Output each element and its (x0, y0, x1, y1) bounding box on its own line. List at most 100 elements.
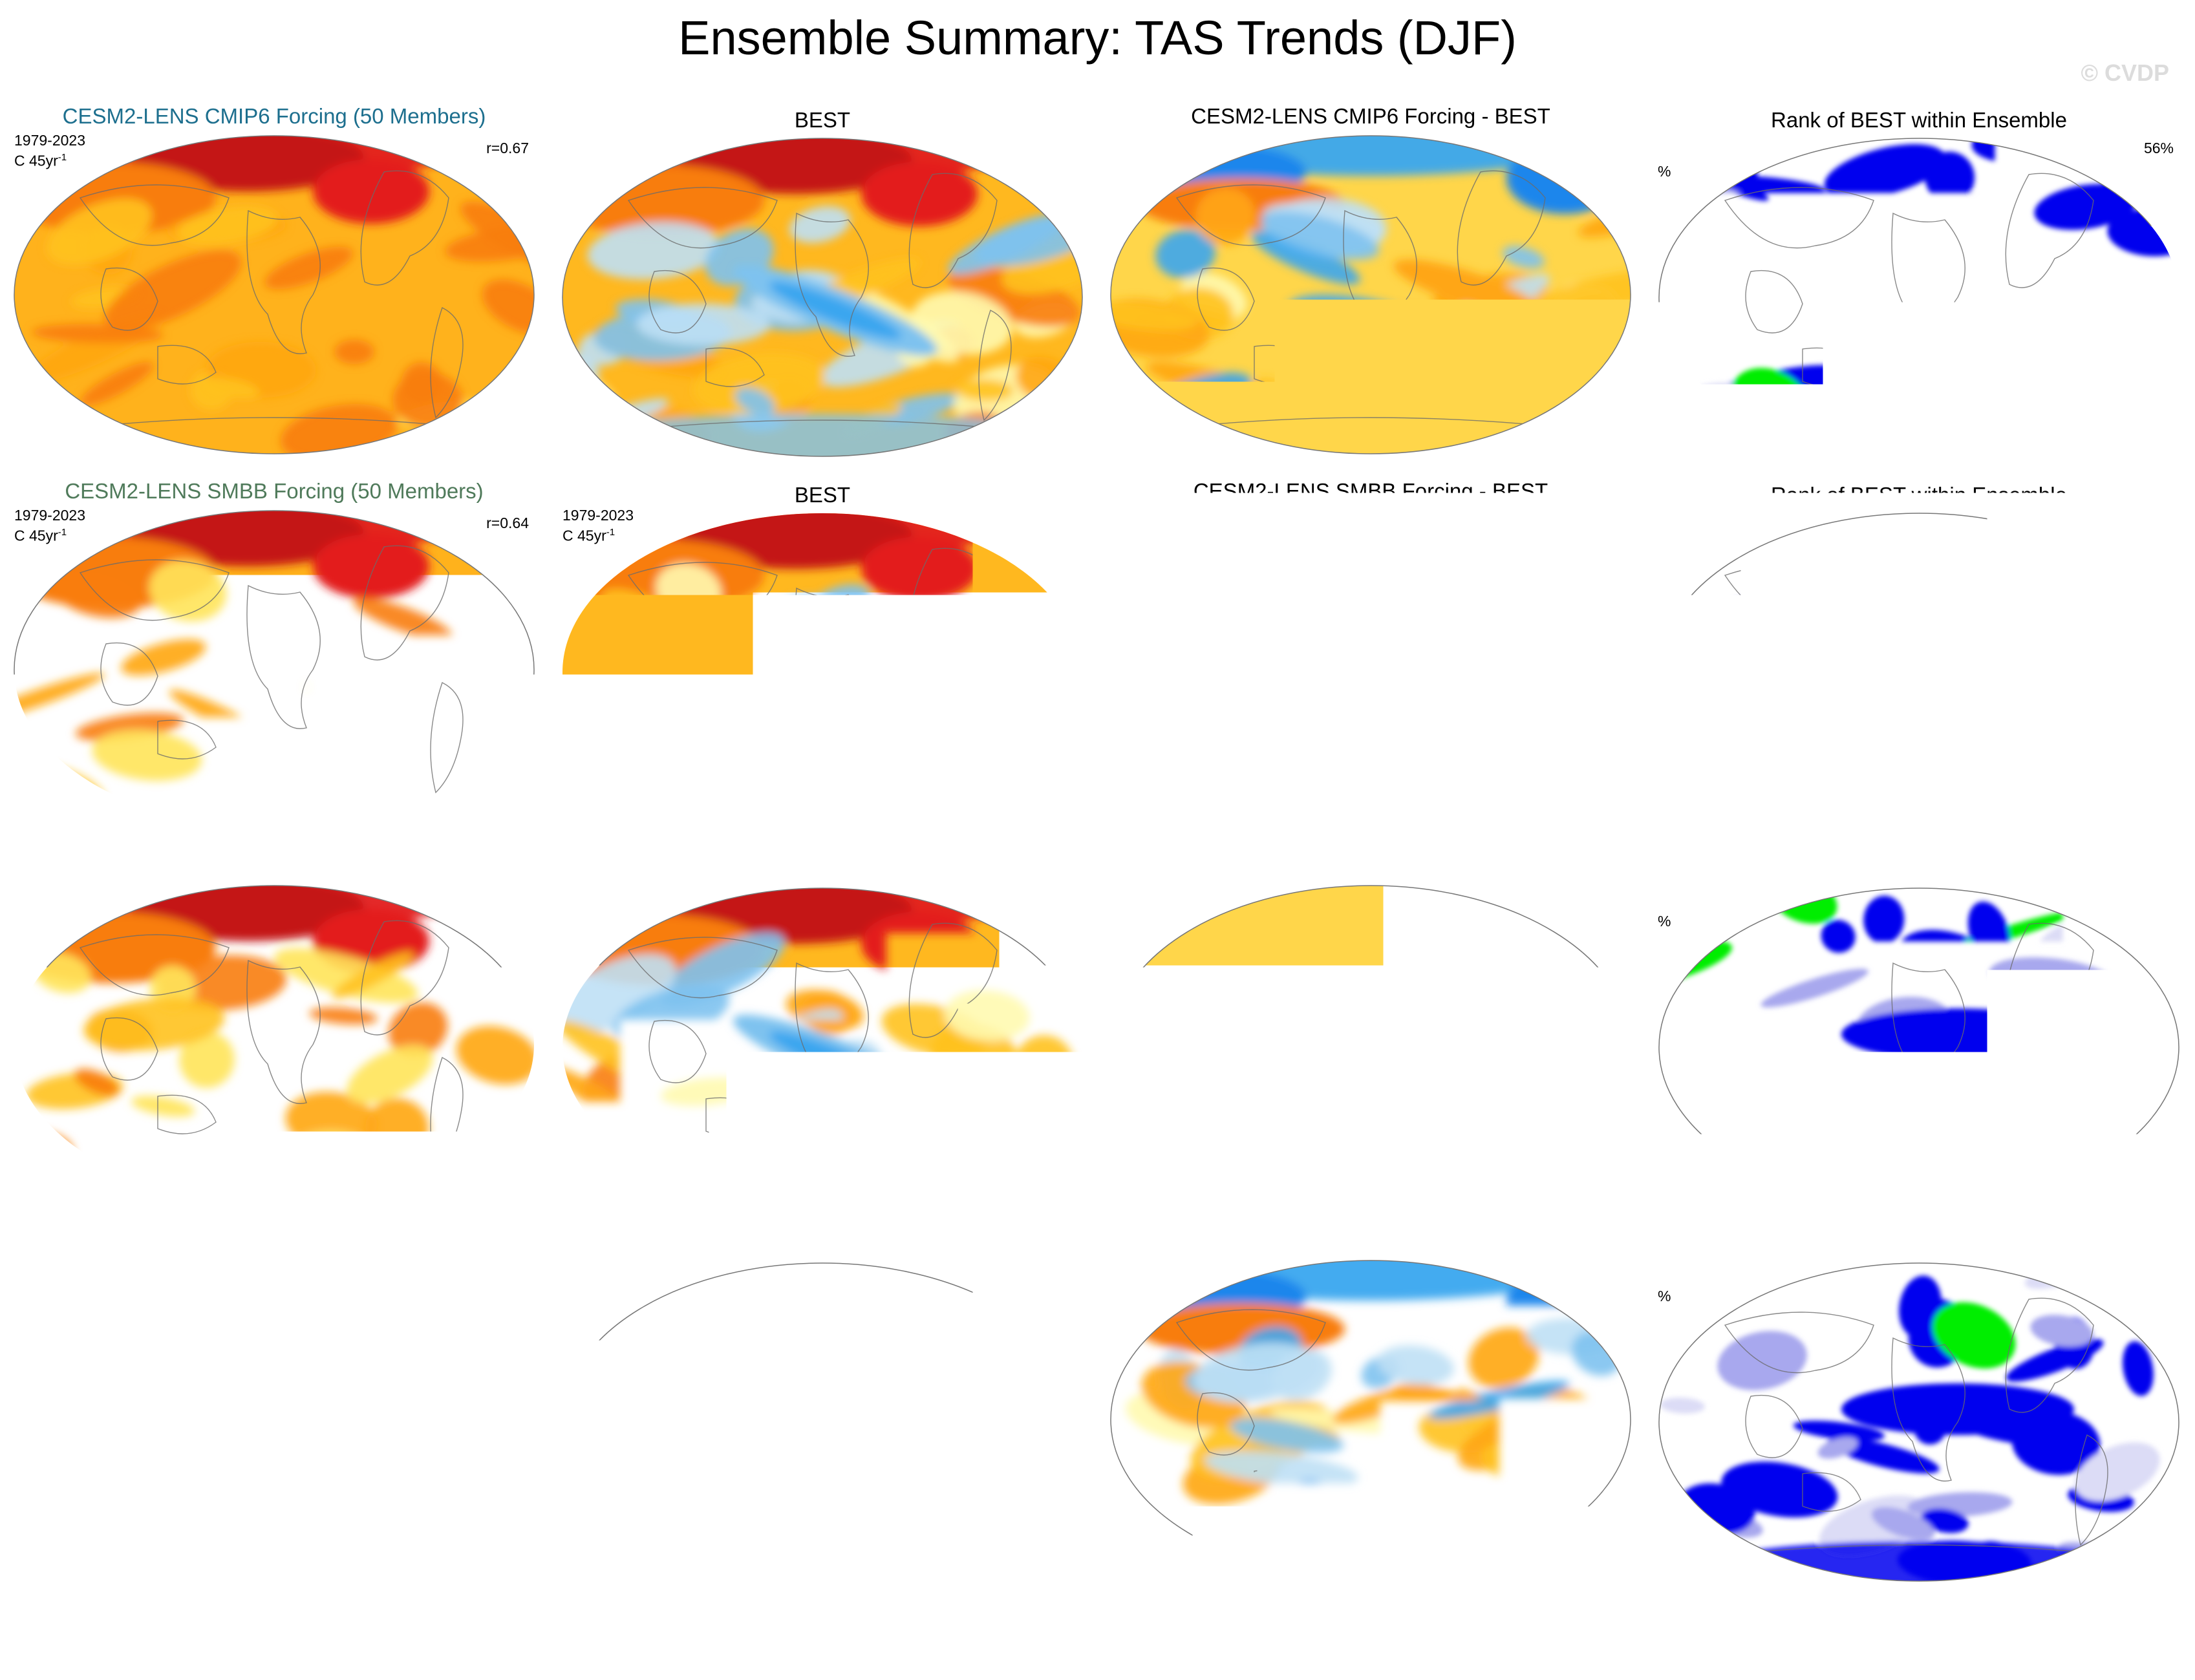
colorbar-tick-label: 2 (373, 1644, 385, 1670)
diff-map (1108, 1258, 1633, 1581)
colorbar-tick-label: -0.5 (247, 1644, 285, 1670)
colorbar-tick-label: -2 (199, 1644, 219, 1670)
colorbar-tick-label: -2 (745, 1644, 764, 1670)
colorbar-tick-label: 2 (1464, 1644, 1477, 1670)
model-title: CESM2-LENS CMIP6 Forcing (50 Members) (0, 103, 548, 129)
difference-title: CESM2-cmip5f - BEST (1097, 853, 1645, 879)
colorbar-swatch (1782, 1616, 1836, 1638)
colorbar-tick-label: 90 (1984, 1644, 2008, 1670)
colorbar-tick-label: 95 (2037, 1644, 2062, 1670)
panel-rank-row2: Rank of BEST within Ensemble% 58% (1645, 478, 2193, 853)
colorbar-swatch (237, 1616, 266, 1638)
model-map (12, 508, 537, 831)
colorbar-tick-label: -4 (1234, 1644, 1253, 1670)
colorbar-swatch (1836, 1616, 1889, 1638)
colorbar-swatch (464, 1616, 493, 1638)
colorbar-tick-label: -6 (1177, 1644, 1197, 1670)
colorbar-swatch (1471, 1616, 1499, 1638)
colorbar-swatch (266, 1616, 294, 1638)
colorbar-swatch (726, 1616, 755, 1638)
panel-model-row2: CESM2-LENS SMBB Forcing (50 Members) 1979… (0, 478, 548, 853)
colorbar-tick-label: -4 (142, 1644, 162, 1670)
colorbar-swatch (1357, 1616, 1386, 1638)
obs-map (560, 886, 1085, 1209)
colorbar-swatch (1300, 1616, 1329, 1638)
colorbar-swatch (1414, 1616, 1442, 1638)
panel-model-row4: CESM1-LENS (40 Members) 1979-2023 C 45yr-1… (0, 1228, 548, 1603)
colorbar-swatch (755, 1616, 783, 1638)
colorbar-swatch (783, 1616, 811, 1638)
cvdp-watermark: © CVDP (2081, 59, 2169, 87)
colorbar-swatch (840, 1616, 868, 1638)
model-title: CESM2-cmip5f (15 Members) (0, 853, 548, 879)
rank-title: Rank of BEST within Ensemble (1645, 857, 2193, 883)
colorbar-tick-label: 4 (430, 1644, 442, 1670)
colorbar-swatch (1499, 1616, 1527, 1638)
colorbar-swatch (953, 1616, 981, 1638)
colorbar-swatch (436, 1616, 464, 1638)
colorbar-swatch (209, 1616, 237, 1638)
tas-trend-colorbar-3 (1130, 1616, 1612, 1639)
colorbar-tick-label: -6 (632, 1644, 651, 1670)
colorbar-tick-label: 10 (1823, 1644, 1848, 1670)
colorbar-swatch (1527, 1616, 1556, 1638)
colorbar-swatch (1442, 1616, 1471, 1638)
difference-title: CESM2-LENS SMBB Forcing - BEST (1097, 478, 1645, 504)
obs-title: BEST (548, 482, 1097, 508)
colorbar-tick-label: 0.5 (1398, 1644, 1429, 1670)
figure-title: Ensemble Summary: TAS Trends (DJF) (0, 9, 2195, 67)
panel-rank-row3: Rank of BEST within Ensemble% 53% (1645, 853, 2193, 1228)
colorbar-swatch (96, 1616, 124, 1638)
colorbar-tick-label: -4 (688, 1644, 707, 1670)
panel-obs-row2: BEST 1979-2023 C 45yr-1 (548, 478, 1097, 853)
colorbar-swatch (351, 1616, 380, 1638)
difference-title: CESM2-LENS CMIP6 Forcing - BEST (1097, 103, 1645, 129)
colorbar-tick-label: 0 (833, 1644, 846, 1670)
colorbar-swatch (925, 1616, 954, 1638)
colorbar-swatch (493, 1616, 521, 1638)
colorbar-swatch (1187, 1616, 1215, 1638)
colorbar-tick-label: 6 (1033, 1644, 1045, 1670)
colorbar-swatch (153, 1616, 181, 1638)
colorbar-tick-label: -0.5 (1338, 1644, 1376, 1670)
colorbar-swatch (1038, 1616, 1067, 1638)
panel-rank-row1: Rank of BEST within Ensemble% 56% (1645, 103, 2193, 478)
colorbar-tick-label: 5 (1775, 1644, 1788, 1670)
colorbar-swatch (584, 1616, 613, 1638)
colorbar-swatch (1556, 1616, 1584, 1638)
colorbar-tick-label: 6 (487, 1644, 499, 1670)
obs-title: BEST (548, 107, 1097, 133)
panel-diff-row4: CESM1-LENS - BEST (1097, 1228, 1645, 1603)
colorbar-swatch (1584, 1616, 1612, 1638)
tas-trend-colorbar-1 (39, 1616, 521, 1639)
colorbar-swatch (1130, 1616, 1159, 1638)
panel-diff-row1: CESM2-LENS CMIP6 Forcing - BEST (1097, 103, 1645, 478)
colorbar-swatch (868, 1616, 897, 1638)
obs-title: BEST (548, 1232, 1097, 1258)
colorbar-tick-label: -6 (86, 1644, 105, 1670)
colorbar-swatch (897, 1616, 925, 1638)
colorbar-swatch (1996, 1616, 2050, 1638)
colorbar-swatch (39, 1616, 67, 1638)
colorbar-swatch (1244, 1616, 1272, 1638)
diff-map (1108, 508, 1633, 831)
colorbar-swatch (180, 1616, 209, 1638)
colorbar-swatch (407, 1616, 436, 1638)
colorbar-swatch (1675, 1616, 1728, 1638)
colorbar-swatch (613, 1616, 641, 1638)
rank-map (1656, 1260, 2181, 1584)
colorbar-swatch (124, 1616, 153, 1638)
colorbar-tick-label: 0 (288, 1644, 300, 1670)
colorbar-tick-label: 4 (1521, 1644, 1534, 1670)
obs-title: BEST (548, 857, 1097, 883)
colorbar-swatch (1889, 1616, 1943, 1638)
obs-map (560, 511, 1085, 834)
colorbar-tick-label: 2 (919, 1644, 931, 1670)
model-map (12, 133, 537, 456)
rank-map (1656, 136, 2181, 459)
panel-obs-row1: BEST (548, 103, 1097, 478)
rank-colorbar (1675, 1616, 2157, 1639)
panel-diff-row3: CESM2-cmip5f - BEST (1097, 853, 1645, 1228)
colorbar-swatch (380, 1616, 408, 1638)
colorbar-tick-label: 0 (1379, 1644, 1391, 1670)
